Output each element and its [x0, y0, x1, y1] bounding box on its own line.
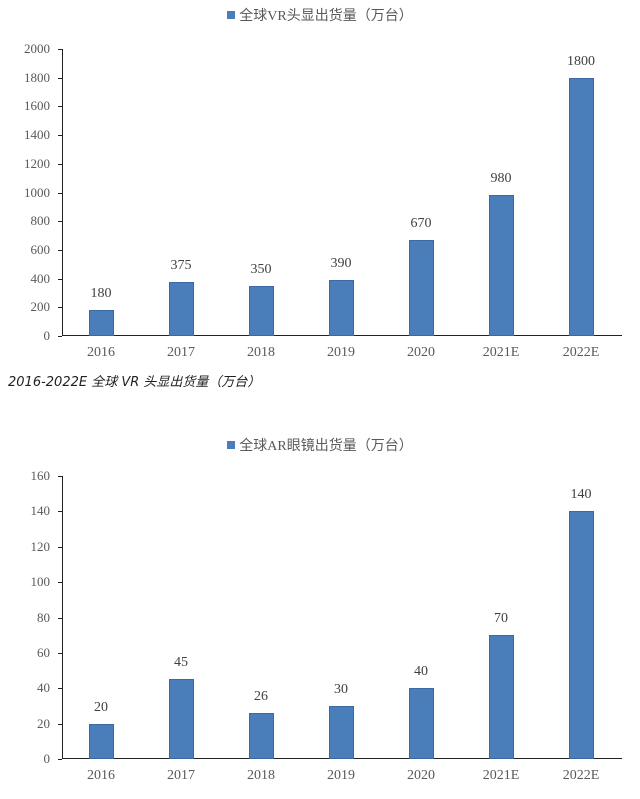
bar-value-label: 26 — [254, 689, 268, 704]
plot-area: 0 20 40 60 80 100 120 140 160 20 2016 45 2017 26 2018 3… — [31, 468, 622, 783]
x-tick-label: 2019 — [327, 768, 355, 783]
figure-caption: 2016-2022E 全球 VR 头显出货量（万台） — [8, 375, 261, 390]
bar-value-label: 670 — [410, 215, 432, 231]
x-tick-label: 2018 — [247, 768, 275, 783]
y-tick — [58, 278, 62, 280]
y-tick-label: 2000 — [24, 41, 50, 56]
y-tick — [58, 307, 62, 309]
bar-2017 — [168, 282, 194, 336]
y-tick-label: 600 — [30, 241, 51, 257]
legend-label: 全球VR头显出货量（万台） — [239, 9, 413, 24]
y-tick — [58, 221, 62, 223]
y-tick-label: 40 — [37, 680, 50, 696]
legend-label: 全球AR眼镜出货量（万台） — [239, 439, 413, 454]
y-tick — [58, 723, 62, 725]
x-tick-label: 2021E — [482, 768, 520, 783]
bar-2022E — [568, 77, 594, 336]
x-tick-label: 2019 — [327, 345, 355, 360]
y-tick — [58, 163, 62, 165]
bar-2018 — [248, 285, 274, 336]
y-tick-label: 100 — [30, 574, 51, 590]
y-tick — [58, 688, 62, 690]
bar-value-label: 45 — [174, 655, 188, 671]
y-tick-label: 160 — [30, 468, 51, 483]
vr-shipments-chart: 全球VR头显出货量（万台） 0 200 400 600 800 1000 1200 1400 1… — [0, 0, 640, 360]
bar-value-label: 140 — [570, 487, 592, 503]
y-tick-label: 80 — [37, 609, 50, 625]
bar-value-label: 20 — [94, 699, 108, 715]
y-tick — [58, 49, 62, 50]
bar-2016 — [88, 310, 114, 336]
bar-value-label: 980 — [490, 171, 512, 187]
bar-value-label: 390 — [330, 256, 352, 272]
y-tick-label: 140 — [30, 503, 51, 519]
x-tick-label: 2017 — [167, 768, 195, 783]
y-tick-label: 1000 — [24, 184, 50, 200]
bar-2020 — [408, 239, 434, 336]
y-tick — [58, 617, 62, 619]
y-tick — [58, 652, 62, 654]
y-tick-label: 1400 — [24, 127, 50, 143]
y-tick-label: 0 — [43, 751, 51, 766]
chart-legend: 全球VR头显出货量（万台） — [0, 5, 640, 25]
x-tick-label: 2022E — [562, 345, 600, 360]
bar-value-label: 30 — [334, 681, 348, 697]
x-tick-label: 2018 — [247, 345, 275, 360]
bar-value-label: 180 — [90, 286, 112, 302]
y-tick-label: 200 — [30, 299, 51, 315]
y-tick — [58, 759, 62, 760]
bar-2021E — [488, 635, 514, 759]
x-tick-label: 2022E — [562, 768, 600, 783]
y-tick — [58, 106, 62, 108]
bar-value-label: 350 — [250, 261, 272, 277]
y-tick-label: 60 — [37, 644, 50, 660]
bar-2019 — [328, 705, 354, 759]
x-tick-label: 2016 — [87, 345, 115, 360]
bar-2018 — [248, 713, 274, 759]
x-tick-label: 2020 — [407, 768, 435, 783]
x-tick-label: 2017 — [167, 345, 195, 360]
bar-value-label: 70 — [494, 611, 508, 627]
bar-2020 — [408, 688, 434, 759]
y-axis — [62, 49, 63, 336]
legend-swatch-icon — [227, 441, 236, 449]
bar-value-label: 1800 — [567, 53, 595, 69]
y-tick — [58, 582, 62, 584]
bar-value-label: 40 — [414, 664, 428, 680]
y-tick — [58, 77, 62, 79]
bar-2017 — [168, 679, 194, 759]
y-tick-label: 1200 — [24, 155, 50, 171]
x-tick-label: 2020 — [407, 345, 435, 360]
bar-2019 — [328, 280, 354, 336]
plot-area: 0 200 400 600 800 1000 1200 1400 1600 1800 2000 180… — [24, 41, 622, 360]
bar-2022E — [568, 511, 594, 759]
y-tick — [58, 192, 62, 194]
y-tick-label: 1600 — [24, 98, 50, 114]
y-tick-label: 1800 — [24, 69, 50, 85]
x-tick-label: 2021E — [482, 345, 520, 360]
bar-2021E — [488, 195, 514, 336]
x-tick-label: 2016 — [87, 768, 115, 783]
chart-legend: 全球AR眼镜出货量（万台） — [0, 435, 640, 455]
y-tick-label: 20 — [37, 715, 50, 731]
y-tick-label: 800 — [30, 213, 51, 229]
y-axis — [62, 476, 63, 759]
y-tick — [58, 546, 62, 548]
bar-2016 — [88, 723, 114, 759]
bar-value-label: 375 — [170, 258, 192, 274]
legend-swatch-icon — [227, 11, 236, 19]
y-tick — [58, 249, 62, 251]
y-tick — [58, 135, 62, 137]
y-tick — [58, 511, 62, 513]
y-tick-label: 400 — [30, 270, 51, 286]
y-tick-label: 0 — [43, 328, 51, 343]
y-tick — [58, 336, 62, 337]
y-tick-label: 120 — [30, 538, 51, 554]
y-tick — [58, 476, 62, 477]
